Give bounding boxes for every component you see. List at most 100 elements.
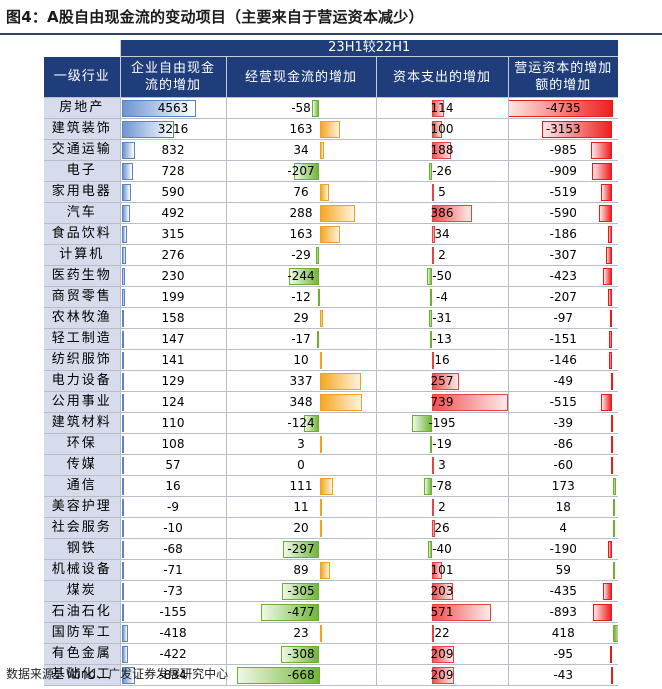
ocf-value: -668 (287, 668, 315, 682)
fcf-bar (121, 100, 196, 117)
capex-value: -19 (432, 437, 452, 451)
industry-cell: 有色金属 (44, 643, 120, 665)
fcf-value: 129 (161, 374, 185, 388)
wc-value: -39 (553, 416, 574, 430)
industry-cell: 机械设备 (44, 559, 120, 581)
capex-cell: 114 (375, 97, 508, 119)
fcf-cell: 141 (119, 349, 226, 371)
wc-value: -146 (549, 353, 577, 367)
wc-bar (599, 205, 613, 222)
industry-cell: 公用事业 (44, 391, 120, 413)
ocf-bar (319, 121, 340, 138)
fcf-value: -9 (167, 500, 179, 514)
capex-bar (428, 310, 432, 327)
ocf-value: -29 (291, 248, 311, 262)
wc-cell: 173 (507, 475, 618, 497)
wc-cell: -146 (507, 349, 618, 371)
table-row: 交通运输 832 34 188 -985 (44, 139, 618, 161)
wc-cell: -519 (507, 181, 618, 203)
header-group-row: 23H1较22H1 (44, 40, 618, 57)
ocf-value: 11 (293, 500, 309, 514)
capex-value: 22 (434, 626, 450, 640)
wc-bar (509, 100, 613, 117)
industry-cell: 汽车 (44, 202, 120, 224)
capex-cell: 571 (375, 601, 508, 623)
wc-value: -95 (553, 647, 574, 661)
industry-cell: 通信 (44, 475, 120, 497)
capex-cell: 5 (375, 181, 508, 203)
wc-value: -49 (553, 374, 574, 388)
fcf-bar (121, 331, 124, 348)
capex-value: -195 (428, 416, 456, 430)
fcf-bar (121, 289, 125, 306)
wc-cell: -985 (507, 139, 618, 161)
fcf-value: -68 (163, 542, 183, 556)
fcf-cell: 590 (119, 181, 226, 203)
ocf-cell: 34 (225, 139, 376, 161)
capex-cell: -4 (375, 286, 508, 308)
table-row: 纺织服饰 141 10 16 -146 (44, 349, 618, 371)
wc-cell: -39 (507, 412, 618, 434)
industry-cell: 轻工制造 (44, 328, 120, 350)
fcf-bar (121, 226, 127, 243)
industry-cell: 医药生物 (44, 265, 120, 287)
fcf-bar (121, 478, 124, 495)
industry-cell: 商贸零售 (44, 286, 120, 308)
capex-bar (429, 331, 432, 348)
fcf-cell: -834 (119, 664, 226, 686)
wc-bar (612, 520, 615, 537)
capex-value: 209 (430, 647, 454, 661)
fcf-bar (121, 310, 125, 327)
fcf-value: 728 (161, 164, 185, 178)
ocf-bar (319, 310, 324, 327)
ocf-value: 29 (293, 311, 309, 325)
ocf-bar (293, 163, 320, 180)
capex-cell: 22 (375, 622, 508, 644)
capex-cell: 257 (375, 370, 508, 392)
ocf-bar (319, 394, 363, 411)
table-row: 电力设备 129 337 257 -49 (44, 370, 618, 392)
fcf-value: 3216 (157, 122, 189, 136)
wc-value: -151 (549, 332, 577, 346)
industry-cell: 房地产 (44, 97, 120, 119)
wc-value: 18 (555, 500, 571, 514)
wc-value: -186 (549, 227, 577, 241)
fcf-bar (121, 184, 132, 201)
wc-cell: -97 (507, 307, 618, 329)
fcf-bar (121, 457, 124, 474)
wc-cell: -423 (507, 265, 618, 287)
figure-title: 图4：A股自由现金流的变动项目（主要来自于营运资本减少） (6, 8, 424, 26)
fcf-bar (121, 373, 124, 390)
capex-cell: -13 (375, 328, 508, 350)
ocf-bar (319, 373, 362, 390)
fcf-bar (121, 247, 126, 264)
industry-cell: 电子 (44, 160, 120, 182)
wc-cell: -86 (507, 433, 618, 455)
fcf-value: 276 (161, 248, 185, 262)
capex-value: 257 (430, 374, 454, 388)
ocf-cell: -29 (225, 244, 376, 266)
fcf-cell: 199 (119, 286, 226, 308)
wc-bar (602, 583, 613, 600)
fcf-bar (121, 499, 124, 516)
wc-bar (600, 184, 613, 201)
ocf-bar (319, 352, 322, 369)
wc-value: -97 (553, 311, 574, 325)
ocf-cell: 337 (225, 370, 376, 392)
capex-cell: 739 (375, 391, 508, 413)
capex-bar (431, 247, 434, 264)
table-row: 家用电器 590 76 5 -519 (44, 181, 618, 203)
wc-bar (610, 646, 613, 663)
header-blank (44, 40, 120, 57)
table-row: 食品饮料 315 163 34 -186 (44, 223, 618, 245)
capex-cell: 188 (375, 139, 508, 161)
fcf-cell: 108 (119, 433, 226, 455)
capex-value: 209 (430, 668, 454, 682)
fcf-value: 147 (161, 332, 185, 346)
header-capex: 资本支出的增加 (375, 56, 508, 98)
capex-value: -26 (432, 164, 452, 178)
header-wc: 营运资本的增加额的增加 (507, 56, 618, 98)
fcf-cell: -71 (119, 559, 226, 581)
wc-cell: -186 (507, 223, 618, 245)
wc-value: -4735 (545, 101, 581, 115)
